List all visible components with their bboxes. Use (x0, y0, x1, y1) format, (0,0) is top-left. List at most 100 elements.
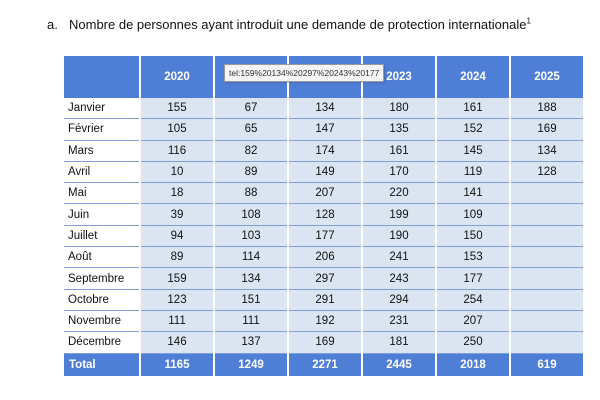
section-number: a. (47, 17, 58, 32)
month-label: Février (64, 118, 140, 141)
table-cell: 18 (139, 182, 215, 205)
total-cell: 619 (509, 353, 585, 376)
month-label: Décembre (64, 331, 140, 354)
table-cell: 135 (361, 118, 437, 141)
month-label: Septembre (64, 267, 140, 290)
link-tooltip: tel:159%20134%20297%20243%20177 (224, 64, 385, 82)
table-cell: 128 (287, 203, 363, 226)
total-cell: 2271 (287, 353, 363, 376)
table-row: Janvier 155 67 134 180 161 188 (64, 98, 585, 120)
table-cell: 82 (213, 140, 289, 162)
table-row: Octobre 123 151 291 294 254 (64, 289, 585, 311)
table-cell: 88 (213, 182, 289, 205)
table-row: Septembre 159 134 297 243 177 (64, 267, 585, 290)
footnote-marker: 1 (526, 16, 531, 26)
month-label: Mars (64, 140, 140, 162)
table-cell: 114 (213, 246, 289, 269)
header-year-2025: 2025 (509, 56, 585, 98)
table-cell: 141 (435, 182, 511, 205)
table-cell: 145 (435, 140, 511, 162)
table-cell: 153 (435, 246, 511, 269)
table-cell: 94 (139, 225, 215, 248)
table-cell: 254 (435, 289, 511, 311)
table-cell: 152 (435, 118, 511, 141)
table-row: Juin 39 108 128 199 109 (64, 203, 585, 226)
table-cell: 199 (361, 203, 437, 226)
table-cell: 149 (287, 161, 363, 184)
total-cell: 1165 (139, 353, 215, 376)
table-cell (509, 310, 585, 333)
table-cell: 89 (213, 161, 289, 184)
total-label: Total (64, 353, 140, 376)
header-year-2024: 2024 (435, 56, 511, 98)
table-cell: 241 (361, 246, 437, 269)
asylum-requests-table: 2020 2022 2023 2024 2025 Janvier15567134… (64, 56, 585, 376)
table-row: Août 89 114 206 241 153 (64, 246, 585, 269)
table-cell: 150 (435, 225, 511, 248)
total-cell: 2445 (361, 353, 437, 376)
table-row: Mai 18 88 207 220 141 (64, 182, 585, 205)
table-cell: 108 (213, 203, 289, 226)
month-label: Juillet (64, 225, 140, 248)
section-heading: a. Nombre de personnes ayant introduit un… (47, 17, 531, 32)
table-cell: 103 (213, 225, 289, 248)
table-cell: 220 (361, 182, 437, 205)
table-row: Avril 10 89 149 170 119 128 (64, 161, 585, 184)
table-cell: 89 (139, 246, 215, 269)
table-cell: 134 (287, 98, 363, 120)
table-cell: 243 (361, 267, 437, 290)
month-label: Janvier (64, 98, 140, 120)
table-cell: 177 (287, 225, 363, 248)
month-label: Avril (64, 161, 140, 184)
table-cell: 39 (139, 203, 215, 226)
table-cell: 207 (287, 182, 363, 205)
table-cell (509, 246, 585, 269)
table-cell: 181 (361, 331, 437, 354)
month-label: Mai (64, 182, 140, 205)
table-cell: 65 (213, 118, 289, 141)
table-cell: 207 (435, 310, 511, 333)
table-cell: 116 (139, 140, 215, 162)
table-cell: 151 (213, 289, 289, 311)
month-label: Juin (64, 203, 140, 226)
table-cell (509, 267, 585, 290)
table-cell: 169 (509, 118, 585, 141)
month-label: Août (64, 246, 140, 269)
total-cell: 1249 (213, 353, 289, 376)
table-cell: 119 (435, 161, 511, 184)
table-cell: 159 (139, 267, 215, 290)
table-cell: 137 (213, 331, 289, 354)
table-cell (509, 331, 585, 354)
table-cell: 10 (139, 161, 215, 184)
table-cell: 174 (287, 140, 363, 162)
table-cell: 123 (139, 289, 215, 311)
table-cell: 134 (213, 267, 289, 290)
table-row: Mars 116 82 174 161 145 134 (64, 140, 585, 162)
table-cell: 155 (139, 98, 215, 120)
table-cell: 169 (287, 331, 363, 354)
header-year-2020: 2020 (139, 56, 215, 98)
table-cell: 291 (287, 289, 363, 311)
table-row: Février 105 65 147 135 152 169 (64, 118, 585, 141)
table-cell (509, 182, 585, 205)
table-cell: 146 (139, 331, 215, 354)
table-cell: 111 (213, 310, 289, 333)
total-cell: 2018 (435, 353, 511, 376)
table-cell: 297 (287, 267, 363, 290)
table-cell: 177 (435, 267, 511, 290)
table-cell: 67 (213, 98, 289, 120)
month-label: Novembre (64, 310, 140, 333)
table-cell: 206 (287, 246, 363, 269)
table-cell: 180 (361, 98, 437, 120)
table-row: Décembre 146 137 169 181 250 (64, 331, 585, 354)
table-row: Novembre 111 111 192 231 207 (64, 310, 585, 333)
table-cell: 128 (509, 161, 585, 184)
table-cell: 147 (287, 118, 363, 141)
table-body: Janvier 155 67 134 180 161 188 Février 105 65 147 1… (64, 98, 585, 376)
table-cell (509, 289, 585, 311)
table-cell: 111 (139, 310, 215, 333)
table-cell: 250 (435, 331, 511, 354)
table-cell: 190 (361, 225, 437, 248)
month-label: Octobre (64, 289, 140, 311)
section-title: Nombre de personnes ayant introduit une … (69, 17, 527, 32)
